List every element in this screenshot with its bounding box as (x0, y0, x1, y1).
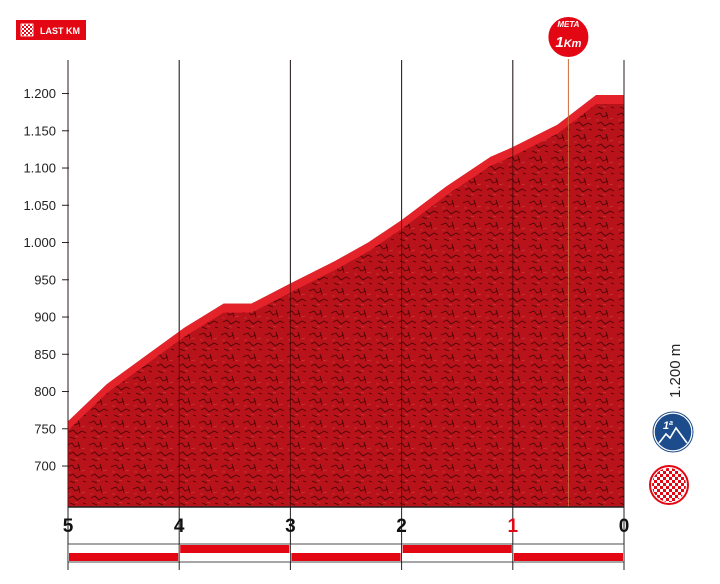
last-km-badge-label: LAST KM (40, 26, 80, 36)
y-tick-label: 800 (34, 384, 56, 399)
finish-marker-top-label: META (557, 20, 579, 29)
km-strip-band (402, 545, 512, 553)
finish-checkered-icon (649, 465, 689, 505)
profile-fill (68, 95, 624, 507)
profile-top-edge (68, 95, 624, 431)
km-strip (67, 543, 625, 563)
y-tick-label: 1.200 (23, 86, 56, 101)
y-tick-label: 900 (34, 310, 56, 325)
y-tick-label: 700 (34, 459, 56, 474)
y-tick-label: 750 (34, 421, 56, 436)
km-strip-band (513, 553, 623, 561)
last-km-badge-background (16, 20, 86, 40)
km-strip-band (180, 545, 290, 553)
mountain-icon (658, 426, 688, 444)
y-tick-label: 950 (34, 272, 56, 287)
x-tick-label: 4 (174, 516, 185, 537)
x-tick-label: 2 (396, 516, 407, 537)
y-tick-label: 1.150 (23, 123, 56, 138)
climb-category-label: 1a (663, 420, 673, 432)
first-category-climb-icon: 1a (652, 411, 694, 453)
km-strip-band (291, 553, 401, 561)
km-strip-band (69, 553, 179, 561)
x-tick-label: 0 (619, 516, 630, 537)
y-tick-label: 1.100 (23, 161, 56, 176)
y-tick-label: 1.000 (23, 235, 56, 250)
vertical-grid-overlay (67, 60, 625, 507)
finish-marker-number: 1 (555, 34, 563, 51)
summit-altitude-label: 1.200 m (667, 344, 684, 398)
finish-marker-distance: 1Km (555, 34, 581, 51)
finish-marker: META 1Km (546, 15, 591, 507)
x-axis: 5 4 3 2 1 0 (63, 507, 630, 570)
x-tick-label: 3 (285, 516, 296, 537)
y-tick-label: 850 (34, 347, 56, 362)
profile-area (68, 95, 624, 507)
finish-marker-unit: Km (564, 38, 582, 50)
x-tick-label: 1 (508, 516, 519, 537)
checkered-flag-icon (20, 23, 34, 37)
finish-marker-badge (546, 15, 591, 59)
y-axis: 700 750 800 850 900 950 1.000 1.050 1.100 1.150 1.… (23, 86, 69, 474)
last-km-badge: LAST KM (16, 20, 86, 40)
y-tick-label: 1.050 (23, 198, 56, 213)
x-tick-label: 5 (63, 516, 74, 537)
